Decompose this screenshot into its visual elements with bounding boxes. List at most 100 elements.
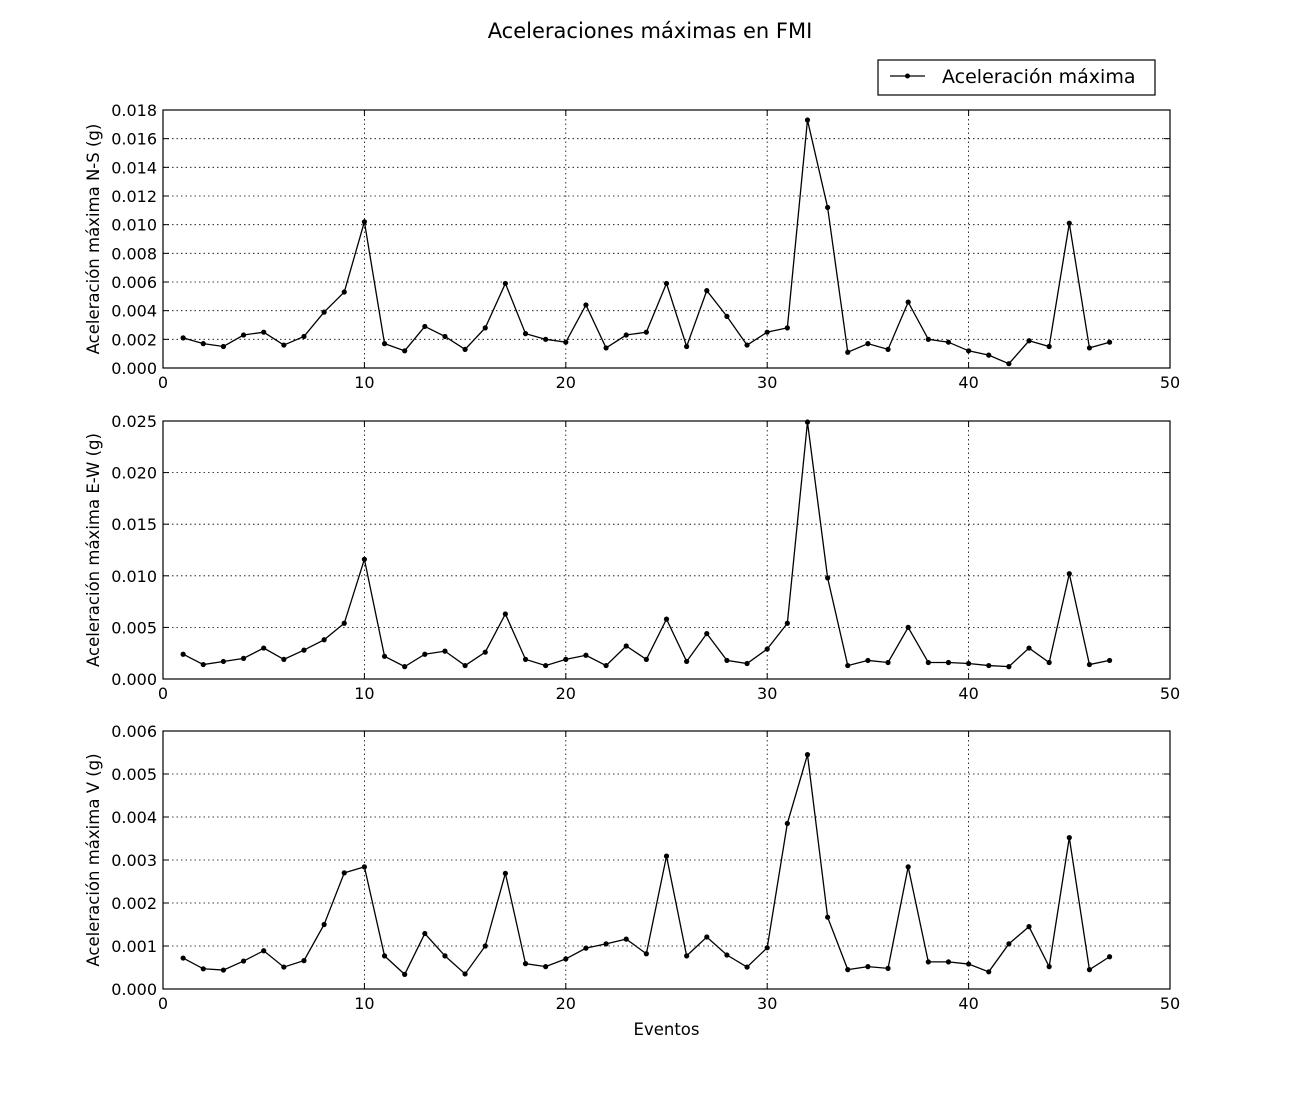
data-point <box>825 914 831 920</box>
y-tick-label: 0.005 <box>111 765 157 784</box>
x-tick-label: 10 <box>354 373 374 392</box>
data-point <box>905 299 911 305</box>
data-point <box>482 325 488 331</box>
x-tick-label: 30 <box>757 684 777 703</box>
y-tick-label: 0.015 <box>111 515 157 534</box>
data-point <box>341 620 347 626</box>
data-point <box>341 870 347 876</box>
data-point <box>663 853 670 859</box>
panel-ns: 0 10 20 30 40 50 0.000 0.002 0.004 0.006 0.008 0.01… <box>84 101 1180 392</box>
data-point <box>1006 941 1012 947</box>
data-point <box>261 329 267 335</box>
panel-ew: 0 10 20 30 40 50 0.000 0.005 0.010 0.015 0.020 0.02… <box>84 412 1180 703</box>
y-tick-label: 0.004 <box>111 302 157 321</box>
data-point <box>240 655 247 661</box>
data-point <box>1026 338 1032 344</box>
data-point <box>240 958 247 964</box>
data-point <box>945 959 952 965</box>
data-point <box>1046 659 1052 666</box>
data-point <box>301 647 307 653</box>
data-point <box>281 342 287 348</box>
data-point <box>563 656 569 662</box>
x-tick-label: 30 <box>757 373 777 392</box>
x-tick-label: 0 <box>158 684 168 703</box>
data-point <box>623 936 629 942</box>
data-point <box>643 951 649 957</box>
panel-v: 0 10 20 30 40 50 0.000 0.001 0.002 0.003 0.004 0.00… <box>84 722 1180 1039</box>
y-tick-label: 0.012 <box>111 187 157 206</box>
data-point <box>1086 967 1093 973</box>
data-point <box>180 335 186 341</box>
data-point <box>643 329 649 335</box>
data-point <box>905 864 911 870</box>
y-tick-label: 0.006 <box>111 722 157 741</box>
data-point <box>704 630 710 637</box>
x-tick-label: 20 <box>556 684 576 703</box>
data-point <box>885 659 891 666</box>
x-tick-label: 40 <box>958 994 978 1013</box>
data-point <box>381 341 388 347</box>
x-tick-label: 10 <box>354 684 374 703</box>
data-point <box>543 964 549 970</box>
data-point <box>402 664 408 670</box>
data-point <box>200 966 206 972</box>
data-point <box>643 656 649 662</box>
data-point <box>180 955 186 961</box>
data-point <box>563 339 569 345</box>
data-point <box>482 943 488 949</box>
data-point <box>744 964 750 970</box>
data-point <box>603 941 609 947</box>
data-point <box>865 964 871 970</box>
y-tick-label: 0.014 <box>111 158 157 177</box>
data-point <box>583 652 589 658</box>
legend-label: Aceleración máxima <box>942 66 1135 88</box>
data-point <box>442 648 448 654</box>
x-tick-label: 10 <box>354 994 374 1013</box>
data-point <box>462 346 468 352</box>
x-axis-label: Eventos <box>634 1020 700 1039</box>
data-point <box>623 643 629 649</box>
legend: Aceleración máxima <box>877 59 1156 96</box>
data-point <box>1086 661 1093 668</box>
data-point <box>945 659 952 666</box>
data-point <box>966 961 972 967</box>
data-point <box>684 658 690 665</box>
data-point <box>1106 339 1113 345</box>
data-point <box>502 870 508 876</box>
data-point <box>1006 664 1012 670</box>
data-point <box>804 419 811 425</box>
data-point <box>784 820 790 827</box>
data-point <box>281 656 287 662</box>
y-tick-label: 0.000 <box>111 359 157 378</box>
data-point <box>261 645 267 651</box>
data-point <box>1086 345 1093 351</box>
y-tick-label: 0.000 <box>111 670 157 689</box>
data-point <box>301 333 307 340</box>
data-point <box>925 336 931 342</box>
data-point <box>281 964 287 970</box>
data-point <box>422 930 428 937</box>
data-point <box>684 343 690 350</box>
data-point <box>1066 571 1072 577</box>
data-point <box>663 280 670 287</box>
y-axis-label: Aceleración máxima E-W (g) <box>84 433 103 667</box>
data-point <box>1106 954 1113 960</box>
data-point <box>663 616 670 622</box>
y-tick-label: 0.005 <box>111 618 157 637</box>
data-point <box>200 661 206 668</box>
data-point <box>784 620 790 626</box>
data-point <box>986 662 992 669</box>
data-point <box>825 204 831 211</box>
data-point <box>522 331 529 337</box>
data-point <box>180 651 186 657</box>
data-point <box>845 967 851 973</box>
data-point <box>381 953 388 959</box>
data-point <box>764 945 770 951</box>
data-point <box>845 349 851 355</box>
data-point <box>583 302 589 308</box>
data-point <box>1026 924 1032 930</box>
x-tick-label: 0 <box>158 373 168 392</box>
data-point <box>522 961 529 967</box>
data-point <box>402 971 408 977</box>
